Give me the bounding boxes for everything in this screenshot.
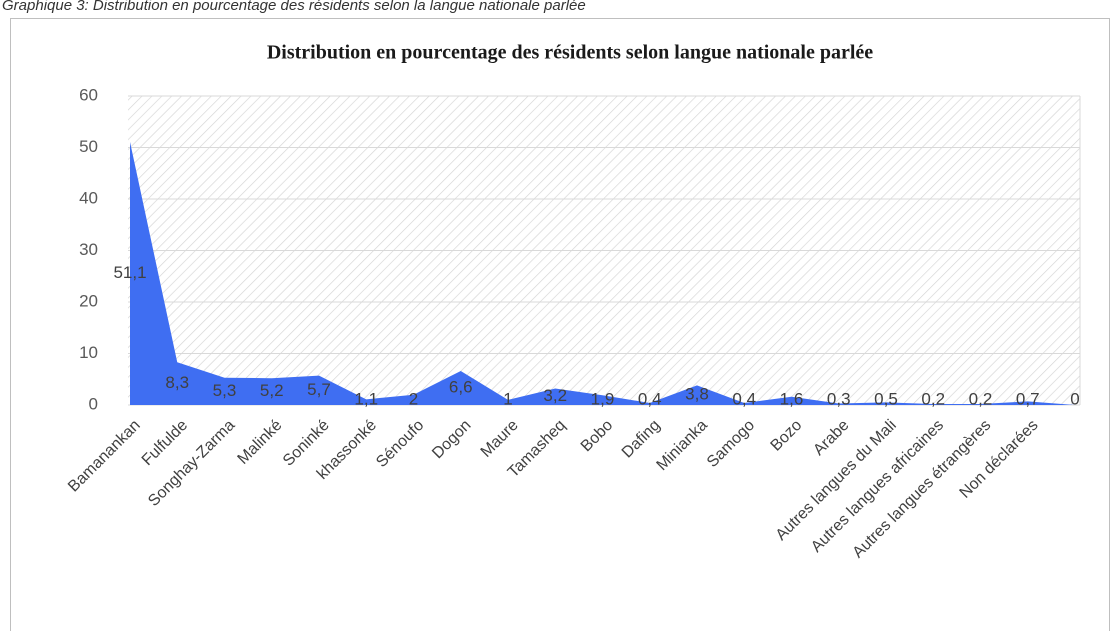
y-tick-label: 40 (79, 188, 98, 207)
data-label: 6,6 (449, 377, 473, 396)
data-label: 1,1 (354, 389, 378, 408)
data-label: 0,2 (921, 389, 945, 408)
y-tick-label: 10 (79, 343, 98, 362)
data-label: 0,2 (969, 389, 993, 408)
y-tick-label: 30 (79, 240, 98, 259)
data-label: 1,9 (591, 389, 615, 408)
y-tick-label: 0 (89, 394, 98, 413)
data-label: 0,7 (1016, 389, 1040, 408)
data-label: 1,6 (780, 389, 804, 408)
data-label: 0,4 (638, 389, 662, 408)
chart-title: Distribution en pourcentage des résident… (267, 42, 873, 64)
data-label: 3,8 (685, 385, 709, 404)
data-label: 1 (503, 389, 512, 408)
data-label: 0 (1070, 389, 1079, 408)
y-tick-label: 20 (79, 291, 98, 310)
data-label: 0,4 (732, 389, 756, 408)
data-label: 5,7 (307, 380, 331, 399)
data-label: 5,3 (213, 381, 237, 400)
caption: Graphique 3: Distribution en pourcentage… (2, 0, 586, 14)
data-label: 8,3 (165, 373, 189, 392)
y-tick-label: 60 (79, 85, 98, 104)
data-label: 5,2 (260, 381, 284, 400)
data-label: 2 (409, 389, 418, 408)
data-label: 0,3 (827, 389, 851, 408)
data-label: 0,5 (874, 389, 898, 408)
y-tick-label: 50 (79, 137, 98, 156)
data-label: 51,1 (113, 263, 146, 282)
data-label: 3,2 (543, 386, 567, 405)
area (130, 141, 1075, 405)
